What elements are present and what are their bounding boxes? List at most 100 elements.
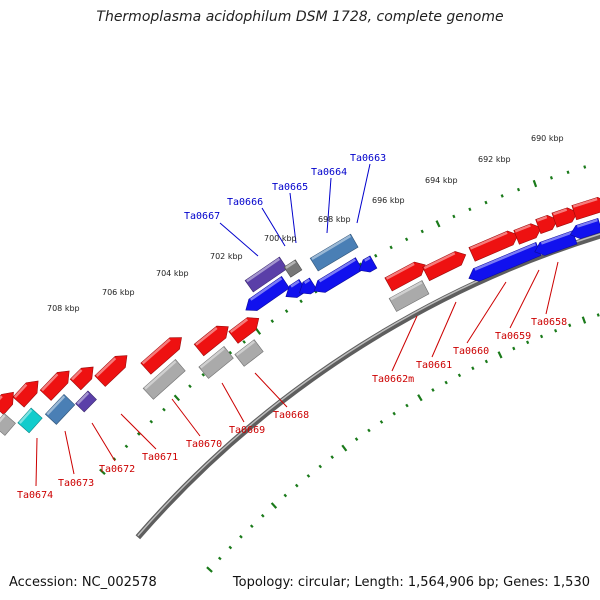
gene-label-bottom[interactable]: Ta0670 xyxy=(186,439,222,450)
gene-label-bottom[interactable]: Ta0672 xyxy=(99,464,135,475)
gene-track[interactable] xyxy=(0,197,600,436)
outer-ruler-tick xyxy=(532,179,538,188)
leader-line-top xyxy=(219,222,259,257)
forward-gene-8[interactable] xyxy=(228,317,260,344)
outer-ruler-tick xyxy=(299,299,303,304)
forward-gene-6-body[interactable] xyxy=(140,337,182,375)
inner-ruler-tick xyxy=(484,359,489,364)
gene-label-bottom[interactable]: Ta0671 xyxy=(142,452,178,463)
forward-gene-12[interactable] xyxy=(513,223,542,245)
forward-gene-1[interactable] xyxy=(0,391,14,415)
gene-label-bottom[interactable]: Ta0668 xyxy=(273,410,309,421)
forward-gene-1-body[interactable] xyxy=(0,391,14,415)
gene-ta0674[interactable] xyxy=(17,407,43,434)
pseudo-gene-2[interactable] xyxy=(142,359,186,400)
forward-gene-11-body[interactable] xyxy=(468,230,519,262)
inner-ruler-tick xyxy=(206,566,213,573)
reverse-gene-4-body[interactable] xyxy=(245,276,290,311)
gene-label-top[interactable]: Ta0664 xyxy=(311,167,347,178)
gene-ta0674-body[interactable] xyxy=(17,407,43,434)
scale-label: 702 kbp xyxy=(210,252,243,261)
forward-gene-5-body[interactable] xyxy=(94,355,128,387)
pseudo-gene-5[interactable] xyxy=(388,280,430,312)
gene-label-bottom[interactable]: Ta0674 xyxy=(17,490,53,501)
forward-gene-4[interactable] xyxy=(69,366,94,391)
forward-gene-2-body[interactable] xyxy=(12,380,39,408)
gene-label-top[interactable]: Ta0667 xyxy=(184,211,220,222)
inner-ruler-tick xyxy=(217,556,222,561)
outer-ruler-tick xyxy=(255,327,262,335)
gene-ta0665-body[interactable] xyxy=(283,259,303,278)
forward-gene-14[interactable] xyxy=(551,207,578,228)
forward-gene-8-shine xyxy=(229,318,249,334)
forward-gene-5[interactable] xyxy=(94,355,128,387)
reverse-gene-4[interactable] xyxy=(245,276,290,311)
scale-label: 690 kbp xyxy=(531,134,564,143)
reverse-gene-2[interactable] xyxy=(534,230,578,256)
gene-ta0664[interactable] xyxy=(309,233,359,272)
forward-gene-9[interactable] xyxy=(384,261,426,292)
gene-label-bottom[interactable]: Ta0673 xyxy=(58,478,94,489)
gene-label-bottom[interactable]: Ta0662m xyxy=(372,374,414,385)
inner-ruler-tick xyxy=(249,524,254,529)
forward-gene-3-body[interactable] xyxy=(39,370,70,401)
forward-gene-3[interactable] xyxy=(39,370,70,401)
gene-label-bottom[interactable]: Ta0669 xyxy=(229,425,265,436)
outer-ruler-tick xyxy=(149,419,154,424)
reverse-gene-3[interactable] xyxy=(569,217,600,240)
gene-ta0672[interactable] xyxy=(75,390,97,413)
forward-gene-7[interactable] xyxy=(193,325,229,357)
reverse-gene-8-body[interactable] xyxy=(358,255,378,273)
pseudo-gene-1[interactable] xyxy=(0,412,16,436)
pseudo-gene-5-body[interactable] xyxy=(388,280,430,312)
pseudo-gene-3[interactable] xyxy=(198,345,234,379)
gene-ta0664-body[interactable] xyxy=(309,233,359,272)
forward-gene-4-body[interactable] xyxy=(69,366,94,391)
gene-label-bottom[interactable]: Ta0661 xyxy=(416,360,452,371)
gene-label-top[interactable]: Ta0665 xyxy=(272,182,308,193)
reverse-gene-7-body[interactable] xyxy=(313,257,363,293)
outer-ruler-tick xyxy=(173,394,181,402)
gene-label-bottom[interactable]: Ta0660 xyxy=(453,346,489,357)
gene-label-top[interactable]: Ta0663 xyxy=(350,153,386,164)
gene-label-bottom[interactable]: Ta0658 xyxy=(531,317,567,328)
gene-ta0673[interactable] xyxy=(44,394,76,425)
forward-gene-10[interactable] xyxy=(422,251,467,282)
gene-label-top[interactable]: Ta0666 xyxy=(227,197,263,208)
backbone-line xyxy=(135,232,600,540)
pseudo-gene-4[interactable] xyxy=(234,339,264,367)
pseudo-gene-1-shine xyxy=(0,414,6,423)
pseudo-gene-3-body[interactable] xyxy=(198,345,234,379)
pseudo-gene-2-body[interactable] xyxy=(142,359,186,400)
reverse-gene-3-body[interactable] xyxy=(569,217,600,240)
forward-gene-6[interactable] xyxy=(140,337,182,375)
reverse-gene-8[interactable] xyxy=(358,255,378,273)
forward-gene-9-body[interactable] xyxy=(384,261,426,292)
forward-gene-15-body[interactable] xyxy=(571,197,600,221)
gene-ta0665[interactable] xyxy=(283,259,303,278)
gene-label-bottom[interactable]: Ta0659 xyxy=(495,331,531,342)
gene-ta0673-body[interactable] xyxy=(44,394,76,425)
reverse-gene-6-body[interactable] xyxy=(299,277,318,295)
pseudo-gene-1-body[interactable] xyxy=(0,412,16,436)
pseudo-gene-4-shine xyxy=(235,340,256,357)
leader-line-bottom xyxy=(431,301,457,358)
forward-gene-13[interactable] xyxy=(535,215,559,235)
forward-gene-7-body[interactable] xyxy=(193,325,229,357)
reverse-gene-2-body[interactable] xyxy=(534,230,578,256)
reverse-gene-6[interactable] xyxy=(299,277,318,295)
leader-line-top xyxy=(289,192,297,244)
forward-gene-11[interactable] xyxy=(468,230,519,262)
forward-gene-10-body[interactable] xyxy=(422,251,467,282)
forward-gene-8-body[interactable] xyxy=(228,317,260,344)
outer-ruler-tick xyxy=(389,245,393,250)
forward-gene-13-shine xyxy=(536,215,548,222)
forward-gene-2[interactable] xyxy=(12,380,39,408)
forward-gene-15[interactable] xyxy=(571,197,600,221)
reverse-gene-7[interactable] xyxy=(313,257,363,293)
reverse-gene-8-shine xyxy=(364,256,371,262)
pseudo-gene-4-body[interactable] xyxy=(234,339,264,367)
gene-ta0672-body[interactable] xyxy=(75,390,97,413)
genome-title: Thermoplasma acidophilum DSM 1728, compl… xyxy=(96,9,504,25)
